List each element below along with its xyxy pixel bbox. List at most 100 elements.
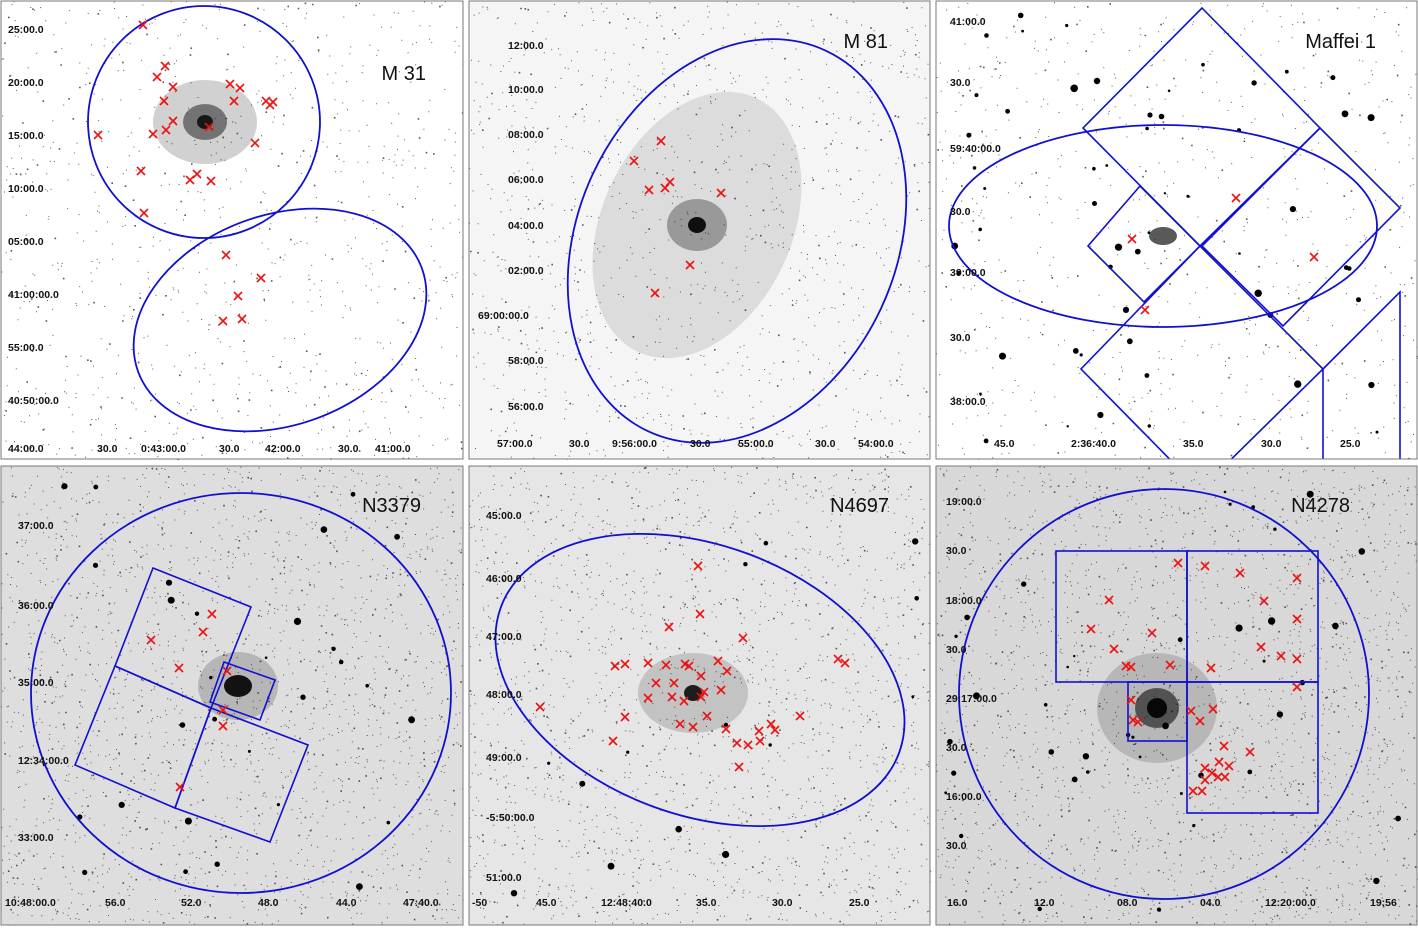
star-blob: [1358, 548, 1366, 555]
panel-background: [936, 466, 1417, 925]
y-tick-label: 56:00.0: [508, 401, 544, 413]
source-x-marker: [661, 660, 671, 670]
star-blob: [947, 738, 953, 745]
source-x-marker: [218, 316, 228, 326]
star-blob: [1048, 749, 1055, 755]
y-axis-labels: 41:00.0 30.0 59:40:00.0 30.0 39:00.0 30.…: [950, 16, 1001, 408]
source-x-marker: [1207, 768, 1217, 778]
y-tick-label: 35:00.0: [18, 677, 54, 689]
aperture-ellipse: [948, 124, 1378, 328]
source-x-marker: [221, 250, 231, 260]
source-x-marker: [1188, 786, 1198, 796]
x-tick-label: 55:00.0: [738, 438, 774, 450]
source-x-marker: [93, 130, 103, 140]
source-x-marker: [734, 762, 744, 772]
star-blob: [974, 93, 979, 98]
source-x-marker: [1127, 234, 1137, 244]
panel-m81: M 81 12:00.0 10:00.0 08:00.0 06:00.0 04:…: [468, 0, 931, 460]
star-blob: [1177, 637, 1183, 643]
star-blob: [247, 749, 251, 753]
y-tick-label: 33:00.0: [18, 832, 54, 844]
y-tick-label: 12:00.0: [508, 40, 544, 52]
panel-title: N4697: [830, 495, 889, 517]
y-tick-label: 30.0: [946, 644, 967, 656]
y-tick-label: 08:00.0: [508, 129, 544, 141]
source-x-marker: [148, 129, 158, 139]
x-tick-label: 56.0: [105, 897, 126, 909]
star-blob: [1356, 297, 1361, 303]
source-x-marker: [535, 702, 545, 712]
source-x-marker: [716, 685, 726, 695]
star-blob: [1367, 114, 1375, 122]
source-x-marker: [1292, 682, 1302, 692]
star-blob: [1131, 735, 1135, 739]
bright-stars: [510, 538, 919, 897]
star-blob: [911, 695, 915, 699]
x-tick-label: 16.0: [947, 897, 968, 909]
x-tick-label: 30.0: [1261, 438, 1282, 450]
x-tick-label: 25.0: [849, 897, 870, 909]
source-x-marker: [665, 177, 675, 187]
star-blob: [1092, 166, 1096, 171]
star-blob: [1167, 89, 1171, 93]
panel-n3379: N3379 37:00.0 36:00.0 35:00.0 12:34:00.0…: [0, 465, 464, 926]
y-tick-label: 20:00.0: [8, 77, 44, 89]
y-tick-label: 55:00.0: [8, 342, 44, 354]
detector-chip-outline: [1200, 126, 1402, 328]
star-blob: [386, 820, 391, 825]
aperture-ellipse: [132, 207, 428, 433]
x-tick-label: 30.0: [690, 438, 711, 450]
source-x-marker: [667, 692, 677, 702]
panel-m31: M 31 25:00.0 20:00.0 15:00.0 10:00.0 05:…: [0, 0, 464, 461]
star-blob: [1332, 622, 1339, 630]
star-blob: [1065, 23, 1069, 28]
star-blob: [184, 817, 192, 825]
star-blob: [212, 716, 218, 722]
source-x-marker: [721, 724, 731, 734]
star-blob: [331, 646, 336, 651]
star-blob: [983, 438, 989, 444]
source-x-marker: [833, 654, 843, 664]
star-blob: [1126, 338, 1133, 345]
star-blob: [999, 352, 1006, 360]
core-glow: [224, 675, 252, 697]
x-tick-label: 35.0: [1183, 438, 1204, 450]
y-tick-label: 49:00.0: [486, 752, 522, 764]
y-tick-label: 06:00.0: [508, 174, 544, 186]
y-axis-labels: 37:00.0 36:00.0 35:00.0 12:34:00.0 33:00…: [18, 520, 69, 844]
star-blob: [1017, 12, 1024, 19]
core-glow: [684, 685, 702, 701]
star-blob: [338, 659, 344, 665]
star-blob: [167, 596, 175, 604]
aperture-ellipse: [494, 532, 906, 828]
star-blob: [722, 850, 730, 859]
panel-title: N4278: [1291, 495, 1350, 517]
y-tick-label: 38:00.0: [950, 396, 986, 408]
source-x-marker: [138, 20, 148, 30]
x-tick-label: 9:56:00.0: [612, 438, 657, 450]
y-tick-label: 05:00.0: [8, 236, 44, 248]
star-blob: [1066, 425, 1069, 428]
source-x-marker: [1213, 772, 1223, 782]
source-x-marker: [1126, 662, 1136, 672]
x-axis-labels: 57:00.0 30.0 9:56:00.0 30.0 55:00.0 30.0…: [497, 438, 894, 450]
source-x-marker: [198, 627, 208, 637]
y-tick-label: 19:00.0: [946, 496, 982, 508]
source-x-marker: [204, 122, 214, 132]
source-x-marker: [168, 116, 178, 126]
source-x-marker: [175, 782, 185, 792]
source-x-marker: [139, 208, 149, 218]
x-tick-label: 30.0: [772, 897, 793, 909]
star-blob: [408, 716, 415, 724]
source-x-marker: [669, 678, 679, 688]
star-blob: [579, 780, 586, 787]
y-axis-labels: 25:00.0 20:00.0 15:00.0 10:00.0 05:00.0 …: [8, 24, 59, 407]
panel-frame: [935, 0, 1418, 460]
star-blob: [183, 869, 189, 875]
star-blob: [276, 803, 280, 807]
source-x-marker: [1292, 654, 1302, 664]
y-tick-label: 51:00.0: [486, 872, 522, 884]
source-x-marker: [159, 96, 169, 106]
source-x-marker: [1173, 558, 1183, 568]
